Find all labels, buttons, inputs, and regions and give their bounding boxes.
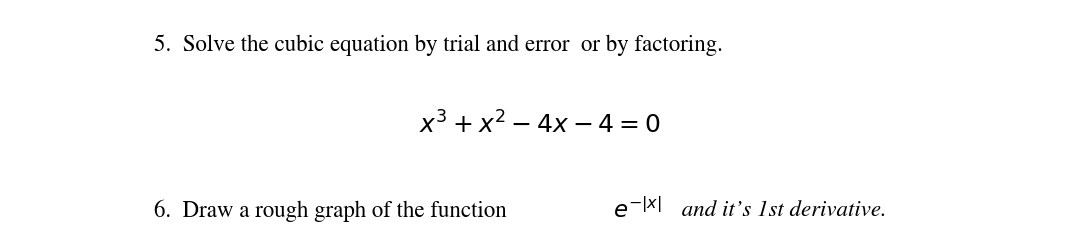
Text: $x^3 + x^2 - 4x - 4 = 0$: $x^3 + x^2 - 4x - 4 = 0$ (419, 112, 661, 138)
Text: 6.  Draw a rough graph of the function: 6. Draw a rough graph of the function (154, 198, 513, 221)
Text: $e^{-|x|}$: $e^{-|x|}$ (613, 197, 662, 222)
Text: 5.  Solve the cubic equation by trial and error  or by factoring.: 5. Solve the cubic equation by trial and… (154, 34, 724, 56)
Text: and it’s 1st derivative.: and it’s 1st derivative. (676, 199, 887, 220)
